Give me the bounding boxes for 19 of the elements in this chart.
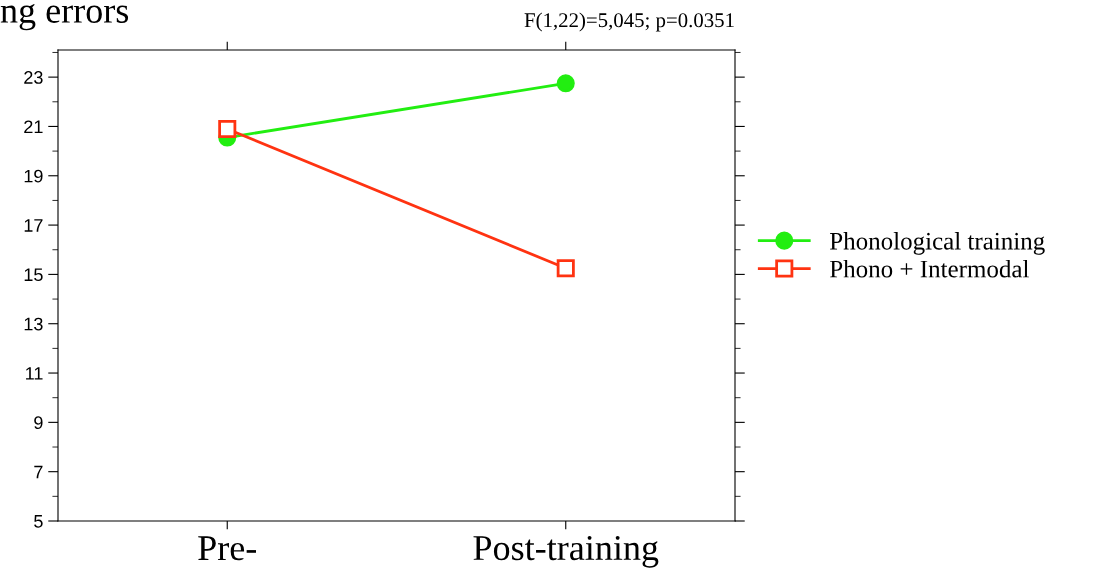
point <box>556 259 575 278</box>
y-tick-label: 17 <box>24 219 43 232</box>
y-tick-label: 19 <box>24 169 43 183</box>
legend-label: Phono + Intermodal <box>829 259 1029 278</box>
y-tick-label: 13 <box>24 317 43 331</box>
chart-title: ng errors <box>0 4 129 31</box>
y-tick-label: 5 <box>34 515 43 528</box>
text: F(1,22)=5,045; p=0.0351 <box>524 12 734 32</box>
legend-label: Phonological training <box>829 232 1045 255</box>
y-tick-label: 15 <box>24 268 43 282</box>
point <box>556 74 575 93</box>
x-tick-label: Post-training <box>473 535 659 568</box>
y-tick-label: 9 <box>34 416 43 430</box>
y-tick-label: 7 <box>34 465 43 479</box>
y-tick-label: 23 <box>24 71 43 84</box>
y-tick-label: 11 <box>26 367 43 380</box>
point <box>218 119 237 138</box>
y-tick-label: 21 <box>24 120 43 133</box>
x-tick-label: Pre- <box>198 536 257 561</box>
